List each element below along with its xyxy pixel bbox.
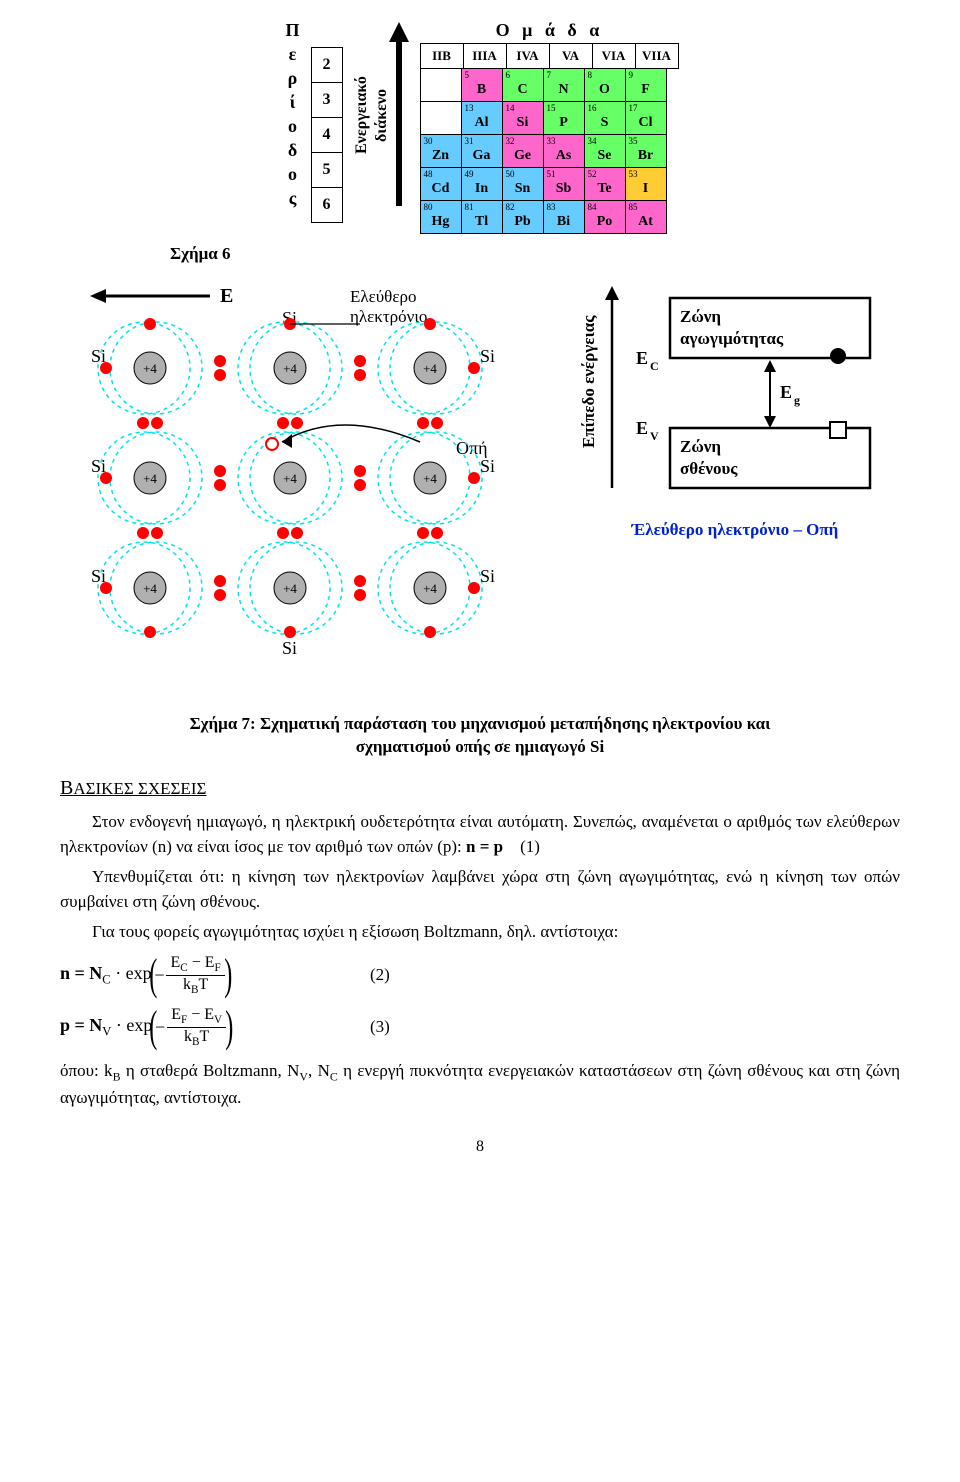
svg-text:g: g bbox=[794, 393, 800, 407]
svg-text:Si: Si bbox=[91, 346, 106, 366]
svg-text:Si: Si bbox=[480, 346, 495, 366]
svg-text:Si: Si bbox=[480, 456, 495, 476]
svg-text:Ελεύθερο: Ελεύθερο bbox=[350, 287, 416, 306]
free-electron-hole-label: Έλεύθερο ηλεκτρόνιο – Οπή bbox=[570, 520, 900, 540]
svg-text:Επίπεδο ενέργειας: Επίπεδο ενέργειας bbox=[579, 315, 598, 448]
svg-text:Si: Si bbox=[282, 638, 297, 658]
svg-text:+4: +4 bbox=[423, 581, 437, 596]
svg-text:αγωγιμότητας: αγωγιμότητας bbox=[680, 329, 784, 348]
paragraph-3: Για τους φορείς αγωγιμότητας ισχύει η εξ… bbox=[60, 920, 900, 945]
svg-text:C: C bbox=[650, 359, 659, 373]
section-basic-relations: ΒΑΣΙΚΕΣ ΣΧΕΣΕΙΣ bbox=[60, 777, 900, 800]
equation-2: n = NC · exp ( − EC − EF kBT ) (2) bbox=[60, 953, 900, 997]
svg-text:Si: Si bbox=[91, 566, 106, 586]
svg-text:Ζώνη: Ζώνη bbox=[680, 307, 721, 326]
svg-text:Si: Si bbox=[480, 566, 495, 586]
paragraph-4: όπου: kB η σταθερά Boltzmann, NV, NC η ε… bbox=[60, 1059, 900, 1110]
figure-7-caption: Σχήμα 7: Σχηματική παράσταση του μηχανισ… bbox=[60, 713, 900, 759]
svg-text:+4: +4 bbox=[143, 581, 157, 596]
svg-text:E: E bbox=[636, 418, 648, 438]
page-number: 8 bbox=[60, 1138, 900, 1156]
element-grid: 5B6C7N8O9F13Al14Si15P16S17Cl30Zn31Ga32Ge… bbox=[421, 69, 679, 234]
svg-text:+4: +4 bbox=[283, 581, 297, 596]
period-axis-label: Περίοδος bbox=[282, 20, 303, 212]
svg-text:E: E bbox=[780, 382, 792, 402]
svg-text:Ζώνη: Ζώνη bbox=[680, 437, 721, 456]
figure-6-caption: Σχήμα 6 bbox=[170, 244, 900, 264]
group-headers: IIBIIIAIVAVAVIAVIIA bbox=[421, 43, 679, 69]
svg-text:E: E bbox=[636, 348, 648, 368]
svg-text:+4: +4 bbox=[283, 361, 297, 376]
svg-text:+4: +4 bbox=[423, 361, 437, 376]
group-axis-label: Ο μ ά δ α bbox=[421, 20, 679, 41]
equation-3: p = NV · exp ( − EF − EV kBT ) (3) bbox=[60, 1005, 900, 1049]
svg-text:V: V bbox=[650, 429, 659, 443]
paragraph-2: Υπενθυμίζεται ότι: η κίνηση των ηλεκτρον… bbox=[60, 865, 900, 914]
energy-band-diagram: Επίπεδο ενέργειας Ζώνη αγωγιμότητας Ζώνη σθέ… bbox=[570, 278, 890, 508]
period-numbers: 23456 bbox=[311, 47, 343, 222]
svg-text:σθένους: σθένους bbox=[680, 459, 738, 478]
svg-text:E: E bbox=[220, 285, 233, 307]
paragraph-1: Στον ενδογενή ημιαγωγό, η ηλεκτρική ουδε… bbox=[60, 810, 900, 859]
svg-text:+4: +4 bbox=[423, 471, 437, 486]
svg-text:+4: +4 bbox=[143, 361, 157, 376]
figure-7-lattice: ESiΕλεύθεροηλεκτρόνιοΟπή+4+4+4+4+4+4+4+4… bbox=[60, 278, 560, 703]
figure-6: Περίοδος 23456 Ενεργειακό διάκενο Ο μ bbox=[60, 20, 900, 234]
svg-text:Si: Si bbox=[91, 456, 106, 476]
bandgap-arrow: Ενεργειακό διάκενο bbox=[355, 20, 415, 210]
svg-text:+4: +4 bbox=[143, 471, 157, 486]
svg-text:+4: +4 bbox=[283, 471, 297, 486]
